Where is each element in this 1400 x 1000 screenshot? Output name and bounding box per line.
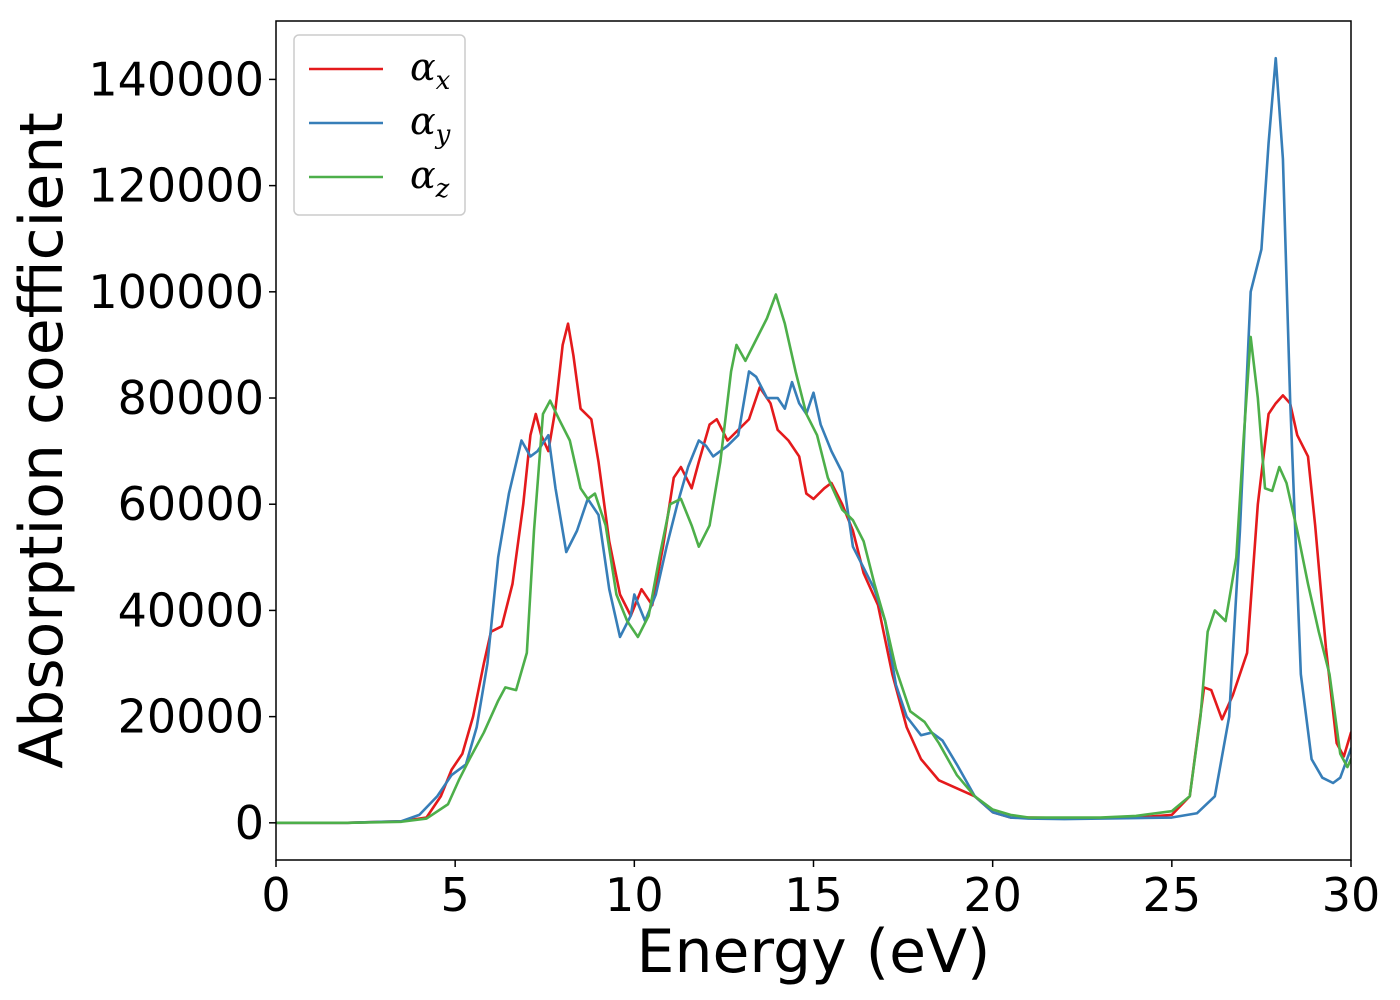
y-tick-label: 80000 [118,371,264,425]
y-tick-label: 40000 [118,583,264,637]
series-line-x [276,322,1351,825]
y-tick-label: 120000 [88,159,264,213]
y-tick-label: 100000 [88,265,264,319]
x-tick-label: 20 [963,868,1022,922]
x-tick-label: 15 [784,868,843,922]
y-axis: 0 20000 40000 60000 80000 100000 120000 140000 [88,52,276,850]
series-layer [276,56,1351,825]
x-tick-label: 25 [1143,868,1202,922]
y-tick-label: 20000 [118,690,264,744]
legend-entry-x: αx [410,45,451,96]
y-tick-label: 0 [235,796,264,850]
legend-entry-y: αy [410,99,451,150]
y-tick-label: 140000 [88,52,264,106]
series-line-z [276,293,1351,825]
x-tick-label: 0 [261,868,290,922]
x-axis: 0 5 10 15 20 25 30 [261,860,1380,922]
x-tick-label: 5 [441,868,470,922]
y-tick-label: 60000 [118,477,264,531]
x-axis-title: Energy (eV) [637,917,991,987]
legend-entry-z: αz [410,153,450,204]
legend-box [293,34,466,216]
y-axis-title: Absorption coefficient [7,112,77,769]
x-tick-label: 30 [1322,868,1381,922]
x-tick-label: 10 [605,868,664,922]
